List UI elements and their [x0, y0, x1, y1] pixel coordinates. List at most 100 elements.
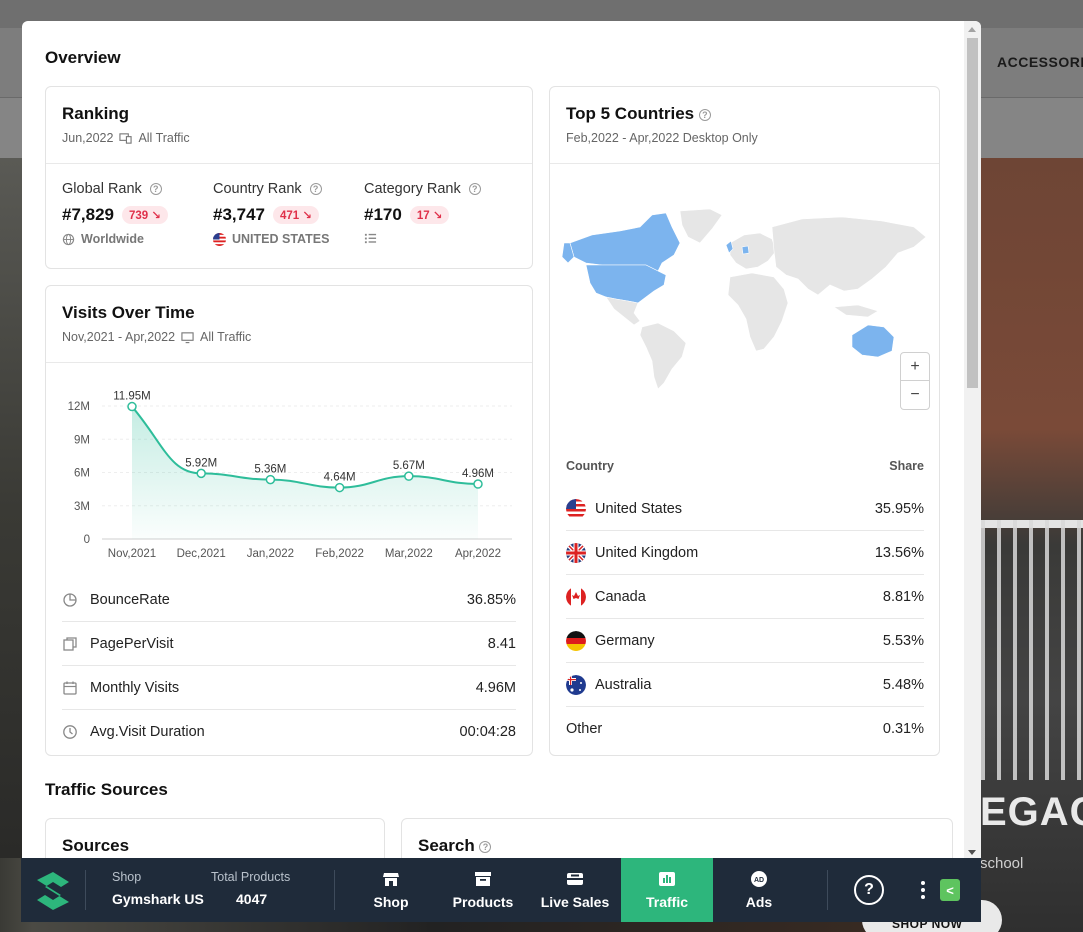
visits-area — [132, 406, 478, 539]
country-share: 35.95% — [874, 500, 924, 517]
scroll-thumb[interactable] — [967, 38, 978, 388]
tab-label: Products — [452, 894, 514, 910]
data-point[interactable] — [404, 471, 414, 481]
data-point[interactable] — [334, 482, 345, 493]
background-left-photo — [0, 158, 22, 858]
alaska-shape[interactable] — [562, 242, 575, 264]
help-icon[interactable]: ? — [309, 183, 322, 195]
more-options-icon[interactable] — [914, 881, 932, 899]
background-nav-label: ACCESSORI — [997, 54, 1083, 70]
global-rank: Global Rank? #7,829 739 ↘ Worldwide — [62, 181, 169, 246]
country-rank: Country Rank? #3,747 471 ↘ UNITED STATES — [213, 181, 329, 246]
metric-value: 00:04:28 — [459, 724, 516, 740]
tab-shop[interactable]: Shop — [345, 858, 437, 922]
country-name: Australia — [595, 676, 652, 693]
overview-title: Overview — [45, 48, 121, 67]
metric-label: Avg.Visit Duration — [90, 724, 205, 740]
scroll-down-arrow-icon[interactable] — [968, 850, 976, 855]
search-card: Search ? — [401, 818, 953, 861]
scroll-up-arrow-icon[interactable] — [968, 27, 976, 32]
country-row[interactable]: Germany 5.53% — [566, 619, 924, 663]
help-icon[interactable]: ? — [468, 183, 481, 195]
data-point[interactable] — [473, 479, 483, 489]
tab-live-sales[interactable]: Live Sales — [529, 858, 621, 922]
collapse-button[interactable]: < — [940, 879, 960, 901]
metric-value: 4.96M — [475, 679, 516, 696]
europe-shape — [729, 232, 777, 270]
monthly-visits-row: Monthly Visits 4.96M — [62, 666, 516, 710]
data-point[interactable] — [196, 468, 206, 479]
extension-toolbar: Shop Gymshark US Total Products 4047 Sho… — [21, 858, 981, 922]
help-button[interactable]: ? — [854, 875, 884, 905]
country-column-header: Country — [566, 459, 614, 473]
country-row[interactable]: Canada 8.81% — [566, 575, 924, 619]
total-products-info: Total Products 4047 — [209, 858, 334, 922]
australia-shape[interactable] — [851, 324, 895, 358]
modal-scrollbar[interactable] — [964, 21, 981, 861]
modal-content: Overview Ranking Jun,2022 All Traffic Gl… — [22, 21, 964, 861]
uk-shape[interactable] — [725, 240, 734, 254]
background-hero-title: EGAC — [980, 790, 1083, 834]
tab-traffic[interactable]: Traffic — [621, 858, 713, 922]
pages-icon — [63, 636, 77, 651]
y-tick-label: 0 — [84, 534, 90, 546]
total-products-value: 4047 — [236, 891, 268, 907]
country-name: Germany — [595, 632, 655, 649]
country-name: United Kingdom — [595, 544, 699, 561]
global-rank-change-badge: 739 ↘ — [122, 206, 169, 224]
toolbar-separator — [85, 870, 86, 910]
metric-value: 8.41 — [487, 635, 516, 652]
country-share: 0.31% — [882, 721, 924, 737]
country-share: 5.53% — [882, 632, 924, 649]
zoom-in-button[interactable]: + — [901, 353, 929, 381]
ranking-card: Ranking Jun,2022 All Traffic Global Rank… — [45, 86, 533, 269]
countries-title: Top 5 Countries ? — [566, 104, 711, 124]
country-row[interactable]: United Kingdom 13.56% — [566, 531, 924, 575]
country-name: Other — [566, 721, 603, 737]
tab-products[interactable]: Products — [437, 858, 529, 922]
country-table-header: Country Share — [566, 459, 924, 473]
tab-label: Ads — [745, 894, 773, 910]
canada-shape[interactable] — [569, 212, 681, 272]
x-tick-label: Jan,2022 — [247, 548, 294, 560]
clock-icon — [63, 725, 77, 739]
ranking-traffic: All Traffic — [138, 131, 190, 145]
countries-period: Feb,2022 - Apr,2022 Desktop Only — [566, 131, 758, 145]
x-tick-label: Mar,2022 — [385, 548, 433, 560]
metric-label: Monthly Visits — [90, 679, 180, 696]
total-products-label: Total Products — [211, 870, 291, 884]
pie-chart-icon — [63, 592, 77, 607]
help-icon[interactable]: ? — [698, 108, 711, 121]
category-rank-value: #170 — [364, 205, 402, 224]
search-title-text: Search — [418, 836, 475, 855]
usa-shape[interactable] — [585, 264, 667, 304]
zoom-out-button[interactable]: − — [910, 386, 920, 403]
global-rank-value: #7,829 — [62, 205, 114, 224]
asia-shape — [771, 216, 927, 296]
data-point[interactable] — [265, 474, 276, 485]
country-row[interactable]: United States 35.95% — [566, 487, 924, 531]
shop-label: Shop — [112, 870, 142, 884]
country-rank-scope: UNITED STATES — [232, 232, 330, 246]
indonesia-shape — [833, 304, 879, 318]
help-icon[interactable]: ? — [149, 183, 162, 195]
countries-title-text: Top 5 Countries — [566, 104, 695, 123]
y-tick-label: 9M — [74, 434, 90, 446]
greenland-shape — [679, 208, 723, 244]
y-tick-label: 12M — [68, 401, 90, 413]
germany-shape[interactable] — [741, 245, 750, 255]
visits-period: Nov,2021 - Apr,2022 — [62, 330, 176, 344]
world-map[interactable] — [562, 205, 932, 393]
tab-ads[interactable]: AD Ads — [713, 858, 805, 922]
app-logo[interactable] — [21, 858, 85, 922]
help-icon[interactable]: ? — [479, 840, 492, 853]
country-row[interactable]: Australia 5.48% — [566, 663, 924, 707]
x-tick-label: Apr,2022 — [455, 548, 501, 560]
traffic-modal: Overview Ranking Jun,2022 All Traffic Gl… — [22, 21, 981, 861]
data-point[interactable] — [127, 401, 137, 412]
data-label: 5.67M — [393, 460, 425, 472]
visits-divider — [46, 362, 532, 363]
store-icon — [383, 873, 399, 886]
us-flag-icon — [566, 498, 586, 519]
ranking-title: Ranking — [62, 104, 130, 123]
